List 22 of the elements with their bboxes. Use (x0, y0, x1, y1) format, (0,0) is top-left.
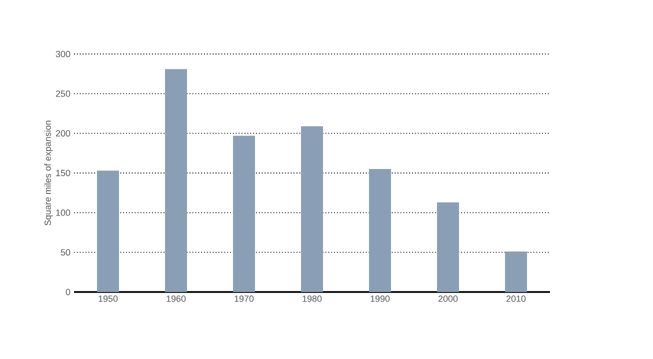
bar (369, 169, 392, 292)
y-tick-label: 200 (56, 130, 70, 137)
x-tick-label: 1960 (166, 296, 186, 302)
y-tick-label: 50 (60, 249, 70, 256)
x-tick-label: 2010 (506, 296, 526, 302)
bar (301, 126, 324, 292)
y-tick-label: 100 (56, 209, 70, 216)
bar (233, 136, 256, 292)
x-tick-label: 1950 (98, 296, 118, 302)
x-tick-label: 2000 (438, 296, 458, 302)
bar (97, 170, 120, 292)
y-tick-label: 150 (56, 170, 70, 176)
x-tick-label: 1970 (234, 296, 254, 302)
y-tick-label: 0 (66, 288, 70, 296)
y-tick-label: 250 (56, 90, 70, 97)
bar (505, 252, 528, 292)
y-axis-title: Square miles of expansion (44, 120, 53, 226)
bar (437, 202, 460, 292)
y-tick-label: 300 (56, 50, 70, 58)
x-tick-label: 1990 (370, 296, 390, 302)
x-tick-label: 1980 (302, 296, 322, 302)
bar (165, 69, 188, 292)
